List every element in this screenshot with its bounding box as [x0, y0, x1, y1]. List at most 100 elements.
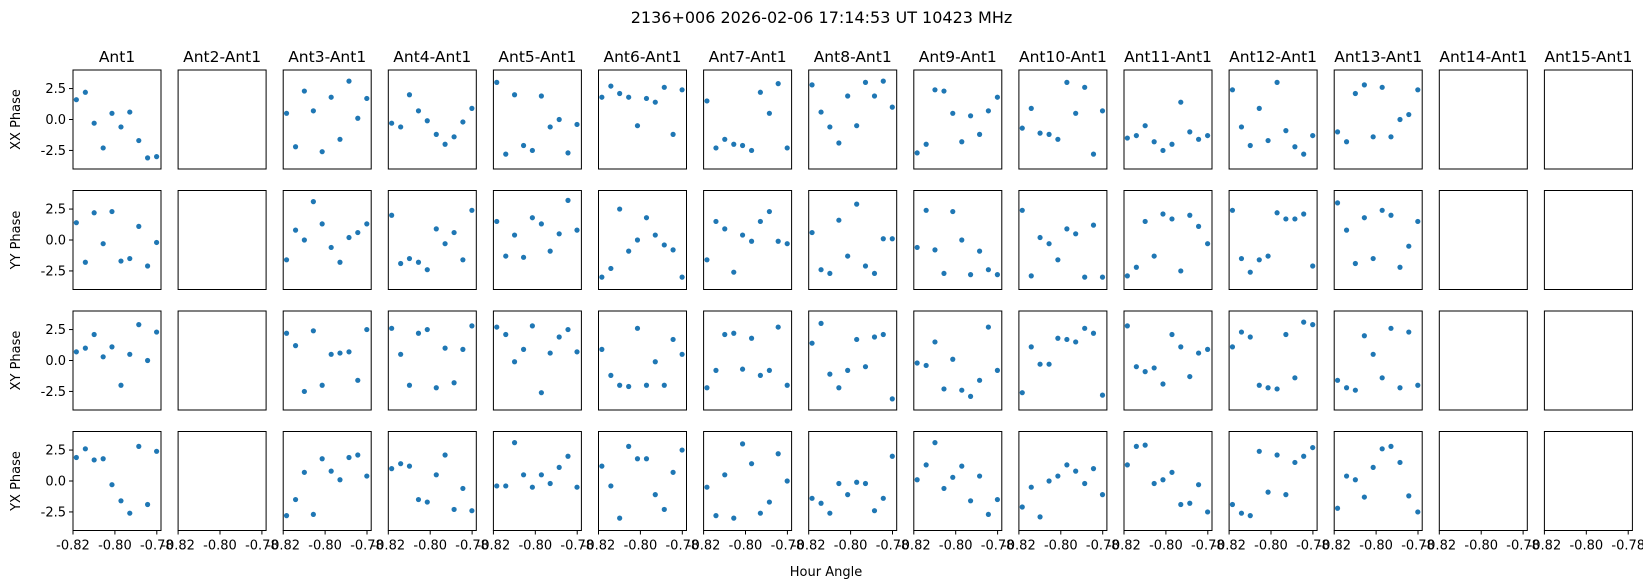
y-tick-label: 2.5: [45, 82, 66, 97]
data-point: [722, 472, 728, 478]
data-point: [941, 485, 947, 492]
panel-frame: [598, 69, 687, 170]
data-point: [442, 141, 448, 147]
data-point: [1082, 325, 1088, 331]
x-tick-label: -0.82: [1002, 539, 1036, 554]
data-point: [959, 387, 965, 393]
data-point: [643, 456, 650, 462]
data-point: [652, 359, 658, 365]
data-point: [136, 137, 142, 144]
data-point: [923, 207, 929, 213]
data-point: [626, 248, 632, 254]
data-point: [1124, 273, 1130, 279]
data-point: [967, 113, 974, 119]
panel: -0.82 -0.80 -0.78: [266, 431, 384, 554]
data-point: [1124, 323, 1130, 329]
data-point: [914, 150, 920, 156]
panel: [387, 69, 477, 170]
data-point: [1256, 448, 1262, 454]
data-point: [845, 367, 851, 373]
data-point: [994, 496, 1001, 503]
data-point: [775, 451, 781, 457]
data-point: [1187, 212, 1193, 218]
panel: [913, 69, 1003, 170]
data-point: [1352, 387, 1358, 393]
data-point: [364, 95, 370, 102]
data-point: [617, 90, 623, 97]
data-point: [1151, 480, 1157, 487]
x-tick-label: -0.78: [1611, 539, 1643, 554]
row-axis-label: YX Phase: [9, 451, 24, 512]
panel-frame: [282, 69, 372, 170]
data-point: [469, 323, 475, 329]
data-point: [1037, 130, 1043, 136]
data-point: [565, 453, 571, 459]
data-point: [626, 94, 632, 100]
panel-frame: [177, 431, 267, 531]
panel: -0.82 -0.80 -0.78: [687, 431, 804, 554]
data-point: [1169, 216, 1175, 222]
panel: -0.82 -0.80 -0.78: [1002, 431, 1120, 554]
data-point: [1187, 373, 1193, 380]
x-tick-label: -0.80: [1464, 539, 1498, 554]
panel: [1018, 190, 1108, 290]
data-point: [1099, 108, 1106, 114]
data-point: [880, 236, 886, 242]
panel-frame: [703, 431, 793, 531]
data-point: [713, 367, 719, 373]
data-point: [415, 108, 422, 114]
data-point: [1292, 375, 1298, 381]
panel-frame: [1543, 190, 1633, 290]
panel-frame: [387, 310, 477, 411]
data-point: [283, 330, 290, 336]
data-point: [1151, 253, 1157, 259]
data-point: [889, 396, 895, 402]
data-point: [959, 139, 965, 145]
data-point: [100, 241, 106, 247]
data-point: [748, 238, 755, 244]
data-point: [652, 232, 658, 238]
x-tick-label: -0.80: [203, 539, 237, 554]
panel-frame: [598, 310, 687, 411]
data-point: [1388, 325, 1394, 331]
data-point: [346, 78, 352, 84]
data-point: [82, 446, 88, 452]
data-point: [355, 377, 361, 383]
data-point: [328, 94, 334, 100]
data-point: [415, 259, 422, 265]
data-point: [127, 351, 133, 357]
panel-frame: [598, 431, 687, 531]
panel-frame: [282, 190, 372, 290]
panel: [598, 190, 687, 290]
data-point: [1082, 480, 1088, 487]
data-point: [1073, 231, 1079, 237]
panel-frame: [72, 190, 162, 290]
data-point: [1178, 344, 1184, 350]
data-point: [985, 267, 991, 273]
panel-frame: [72, 431, 162, 531]
data-point: [565, 326, 571, 333]
data-point: [923, 462, 929, 468]
data-point: [91, 210, 97, 216]
data-point: [626, 443, 632, 449]
data-point: [406, 463, 413, 469]
data-point: [634, 123, 641, 129]
data-point: [100, 456, 106, 462]
data-point: [1142, 123, 1148, 129]
data-point: [941, 88, 947, 94]
data-point: [91, 120, 97, 126]
panel-frame: [598, 190, 687, 290]
data-point: [337, 259, 343, 265]
panel: [1438, 190, 1528, 290]
data-point: [1090, 222, 1097, 228]
data-point: [1352, 90, 1358, 97]
data-point: [836, 217, 842, 223]
data-point: [1274, 210, 1280, 216]
panel: [1228, 310, 1318, 411]
data-point: [574, 349, 580, 355]
data-point: [713, 218, 719, 225]
panel-frame: [808, 310, 898, 411]
data-point: [914, 477, 920, 483]
data-point: [617, 206, 623, 212]
panel: -0.82 -0.80 -0.78: [1317, 431, 1435, 554]
